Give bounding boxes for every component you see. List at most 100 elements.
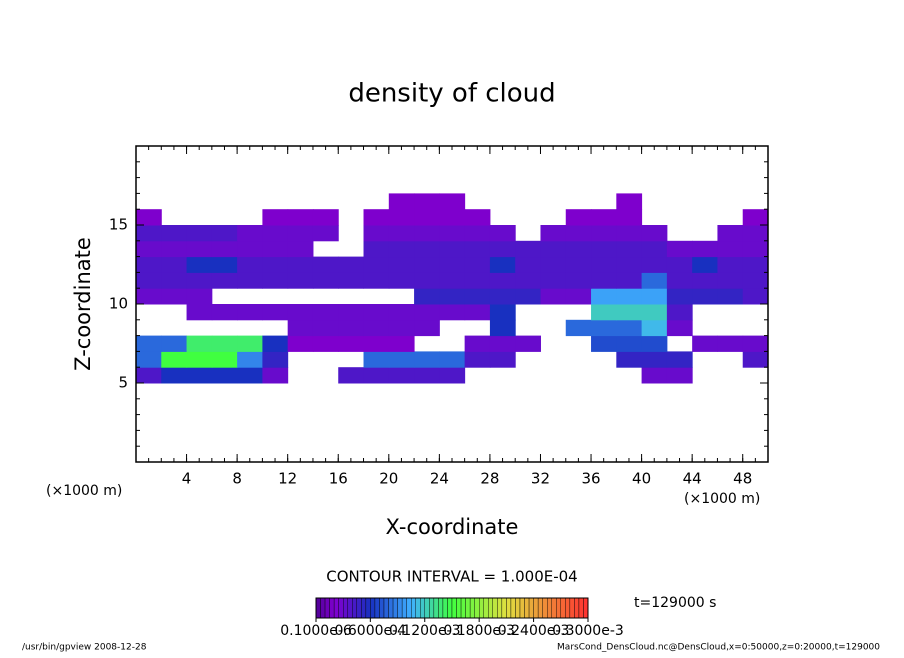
density-cell <box>439 209 466 226</box>
density-cell <box>439 367 466 384</box>
density-cell <box>186 351 213 368</box>
colorbar-segment <box>333 597 339 619</box>
colorbar-segment <box>474 597 480 619</box>
colorbar-segment <box>519 597 525 619</box>
density-cell <box>591 209 617 226</box>
colorbar-segment <box>565 597 571 619</box>
density-cell <box>312 304 339 321</box>
density-cell <box>666 288 693 305</box>
density-cell <box>237 256 263 273</box>
density-cell <box>136 288 162 305</box>
density-cell <box>287 256 314 273</box>
density-cell <box>616 319 643 337</box>
density-cell <box>136 256 162 273</box>
density-cell <box>591 256 617 273</box>
colorbar-segment <box>388 597 394 619</box>
density-cell <box>211 335 238 352</box>
density-cell <box>414 272 440 289</box>
density-cell <box>388 367 415 384</box>
density-cell <box>489 335 516 352</box>
colorbar-segment <box>574 597 580 619</box>
density-cell <box>641 288 668 305</box>
colorbar-segment <box>569 597 575 619</box>
density-cell <box>186 367 213 384</box>
density-cell <box>641 240 668 258</box>
density-cell <box>211 240 238 258</box>
density-cell <box>338 304 365 321</box>
density-cell <box>414 367 440 384</box>
colorbar-segment <box>361 597 367 619</box>
colorbar-segment <box>383 597 389 619</box>
colorbar-segment <box>578 597 584 619</box>
density-cell <box>136 225 162 242</box>
colorbar-segment <box>374 597 380 619</box>
x-axis-label: X-coordinate <box>386 515 519 539</box>
density-cell <box>414 256 440 273</box>
colorbar-segment <box>397 597 403 619</box>
density-cell <box>489 288 516 305</box>
density-cell <box>641 351 668 368</box>
density-cell <box>439 272 466 289</box>
density-cell <box>414 288 440 305</box>
density-cell <box>136 209 162 226</box>
density-cell <box>388 209 415 226</box>
density-cell <box>312 209 339 226</box>
density-cell <box>616 335 643 352</box>
footer-right: MarsCond_DensCloud.nc@DensCloud,x=0:5000… <box>557 643 880 653</box>
density-cell <box>161 240 188 258</box>
density-cell <box>591 240 617 258</box>
density-cell <box>388 225 415 242</box>
colorbar-segment <box>488 597 493 619</box>
density-cell <box>363 272 390 289</box>
density-cell <box>186 335 213 352</box>
density-cell <box>237 272 263 289</box>
density-cell <box>262 351 289 368</box>
unit-label: (×1000 m) <box>684 491 760 507</box>
colorbar-segment <box>537 597 543 619</box>
colorbar-tick-label: 0.1000e-6 <box>280 623 352 639</box>
contour-interval: CONTOUR INTERVAL = 1.000E-04 <box>326 568 577 586</box>
chart-title: density of cloud <box>348 79 555 109</box>
density-cell <box>363 351 390 368</box>
density-cell <box>312 335 339 352</box>
colorbar-segment <box>429 597 435 619</box>
density-cell <box>540 288 567 305</box>
density-cell <box>414 225 440 242</box>
density-cell <box>237 351 263 368</box>
density-cell <box>439 256 466 273</box>
density-cell <box>742 225 769 242</box>
x-tick-label: 40 <box>632 470 651 488</box>
density-cell <box>742 272 769 289</box>
density-cell <box>641 272 668 289</box>
unit-label: (×1000 m) <box>46 483 122 499</box>
density-cell <box>363 225 390 242</box>
density-cell <box>565 272 592 289</box>
colorbar-segment <box>343 597 348 619</box>
density-cell <box>363 240 390 258</box>
colorbar-segment <box>524 597 530 619</box>
density-cell <box>515 240 541 258</box>
density-cell <box>742 240 769 258</box>
density-cell <box>363 319 390 337</box>
density-cell <box>591 335 617 352</box>
density-cell <box>540 225 567 242</box>
density-cell <box>262 240 289 258</box>
density-cell <box>717 225 744 242</box>
density-cell <box>641 367 668 384</box>
density-cell <box>414 304 440 321</box>
density-cell <box>161 272 188 289</box>
colorbar-segment <box>320 597 326 619</box>
density-cell <box>338 335 365 352</box>
density-cell <box>591 288 617 305</box>
colorbar-segment <box>379 597 385 619</box>
density-cell <box>666 367 693 384</box>
x-tick-label: 20 <box>379 470 398 488</box>
colorbar-segment <box>551 597 557 619</box>
colorbar-tick-label: 0.2400e-3 <box>498 623 570 639</box>
density-cell <box>186 256 213 273</box>
colorbar-frame <box>315 597 589 619</box>
density-cell <box>312 256 339 273</box>
colorbar-segment <box>469 597 475 619</box>
density-cell <box>211 256 238 273</box>
density-cell <box>565 209 592 226</box>
